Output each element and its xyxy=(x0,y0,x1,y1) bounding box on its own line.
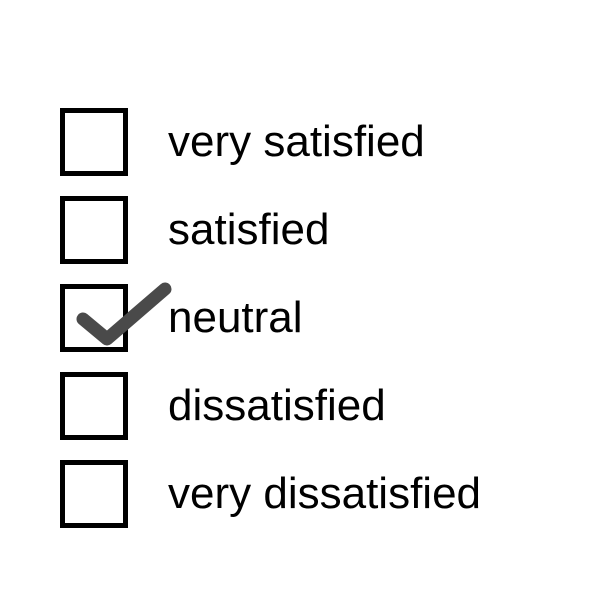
option-label: dissatisfied xyxy=(168,381,386,431)
option-row-neutral: neutral xyxy=(60,284,481,352)
checkbox-satisfied[interactable] xyxy=(60,196,128,264)
option-label: neutral xyxy=(168,293,303,343)
option-row-very-dissatisfied: very dissatisfied xyxy=(60,460,481,528)
option-row-very-satisfied: very satisfied xyxy=(60,108,481,176)
checkbox-dissatisfied[interactable] xyxy=(60,372,128,440)
survey-checklist: very satisfied satisfied neutral dissati… xyxy=(60,108,481,548)
checkbox-very-dissatisfied[interactable] xyxy=(60,460,128,528)
checkbox-neutral[interactable] xyxy=(60,284,128,352)
option-label: very dissatisfied xyxy=(168,469,481,519)
checkmark-icon xyxy=(75,281,175,361)
checkbox-very-satisfied[interactable] xyxy=(60,108,128,176)
option-row-satisfied: satisfied xyxy=(60,196,481,264)
option-label: satisfied xyxy=(168,205,329,255)
option-label: very satisfied xyxy=(168,117,425,167)
option-row-dissatisfied: dissatisfied xyxy=(60,372,481,440)
